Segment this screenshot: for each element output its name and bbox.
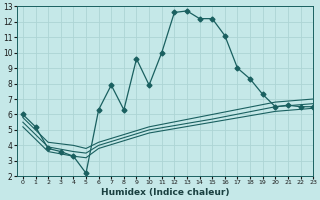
X-axis label: Humidex (Indice chaleur): Humidex (Indice chaleur) <box>101 188 229 197</box>
